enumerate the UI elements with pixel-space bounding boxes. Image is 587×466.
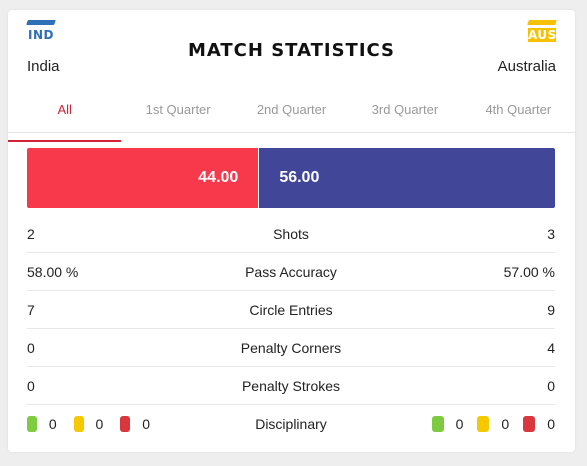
away-shots: 3 [547,225,555,242]
tab-4th-quarter[interactable]: 4th Quarter [485,102,552,117]
home-yellow-cards: 0 [95,415,104,432]
tab-all[interactable]: All [8,98,122,142]
green-card-icon [27,415,37,432]
yellow-card-icon [73,415,84,432]
away-team: AUS Australia [497,10,557,75]
possession-home: 44.00 [27,148,260,208]
india-flag-icon: IND [26,20,56,54]
away-cards: 0 0 0 [415,415,555,432]
stat-row-disciplinary: 0 0 0 Disciplinary 0 0 0 [27,405,555,442]
away-green-cards: 0 [455,415,464,432]
stat-row-circle-entries: 7 Circle Entries 9 [27,291,555,329]
possession-bar: 44.00 56.00 [27,148,555,208]
home-team-name: India [27,58,60,75]
home-cards: 0 0 0 [27,415,167,432]
stat-row-penalty-corners: 0 Penalty Corners 4 [27,329,555,367]
away-penalty-strokes: 0 [547,377,555,394]
home-team-code: IND [27,28,55,42]
away-team-code: AUS [528,28,557,42]
away-disciplinary: 0 0 0 [415,415,555,432]
page-title: MATCH STATISTICS [187,40,396,61]
green-card-icon [431,415,444,432]
stat-label-shots: Shots [273,225,309,242]
tab-1st-quarter[interactable]: 1st Quarter [145,102,211,117]
away-circle-entries: 9 [547,301,555,318]
away-penalty-corners: 4 [547,339,555,356]
stat-label-penalty-corners: Penalty Corners [240,339,342,356]
possession-away: 56.00 [259,148,555,208]
stat-label-pass-accuracy: Pass Accuracy [245,263,337,280]
home-penalty-strokes: 0 [27,377,35,394]
away-red-cards: 0 [547,415,555,432]
stat-label-disciplinary: Disciplinary [255,415,327,432]
home-team: IND India [26,10,60,75]
home-pass-accuracy: 58.00 % [27,263,79,280]
stat-row-shots: 2 Shots 3 [27,215,555,253]
tab-3rd-quarter[interactable]: 3rd Quarter [371,102,439,117]
home-shots: 2 [27,225,35,242]
australia-flag-icon: AUS [527,20,557,54]
yellow-card-icon [477,415,490,432]
tab-2nd-quarter[interactable]: 2nd Quarter [256,102,327,117]
quarter-tabs: All 1st Quarter 2nd Quarter 3rd Quarter … [8,98,575,142]
away-pass-accuracy: 57.00 % [503,263,555,280]
away-team-name: Australia [497,58,556,75]
home-penalty-corners: 0 [27,339,35,356]
stat-label-penalty-strokes: Penalty Strokes [241,377,341,394]
red-card-icon [523,415,536,432]
home-disciplinary: 0 0 0 [27,415,167,432]
stat-label-circle-entries: Circle Entries [249,301,333,318]
stats-table: 2 Shots 3 58.00 % Pass Accuracy 57.00 % … [27,215,555,442]
stat-row-pass-accuracy: 58.00 % Pass Accuracy 57.00 % [27,253,555,291]
stat-row-penalty-strokes: 0 Penalty Strokes 0 [27,367,555,405]
home-red-cards: 0 [142,415,151,432]
home-green-cards: 0 [48,415,57,432]
match-statistics-card: IND India MATCH STATISTICS AUS Australia… [8,10,575,452]
home-circle-entries: 7 [27,301,35,318]
red-card-icon [120,415,131,432]
away-yellow-cards: 0 [501,415,510,432]
